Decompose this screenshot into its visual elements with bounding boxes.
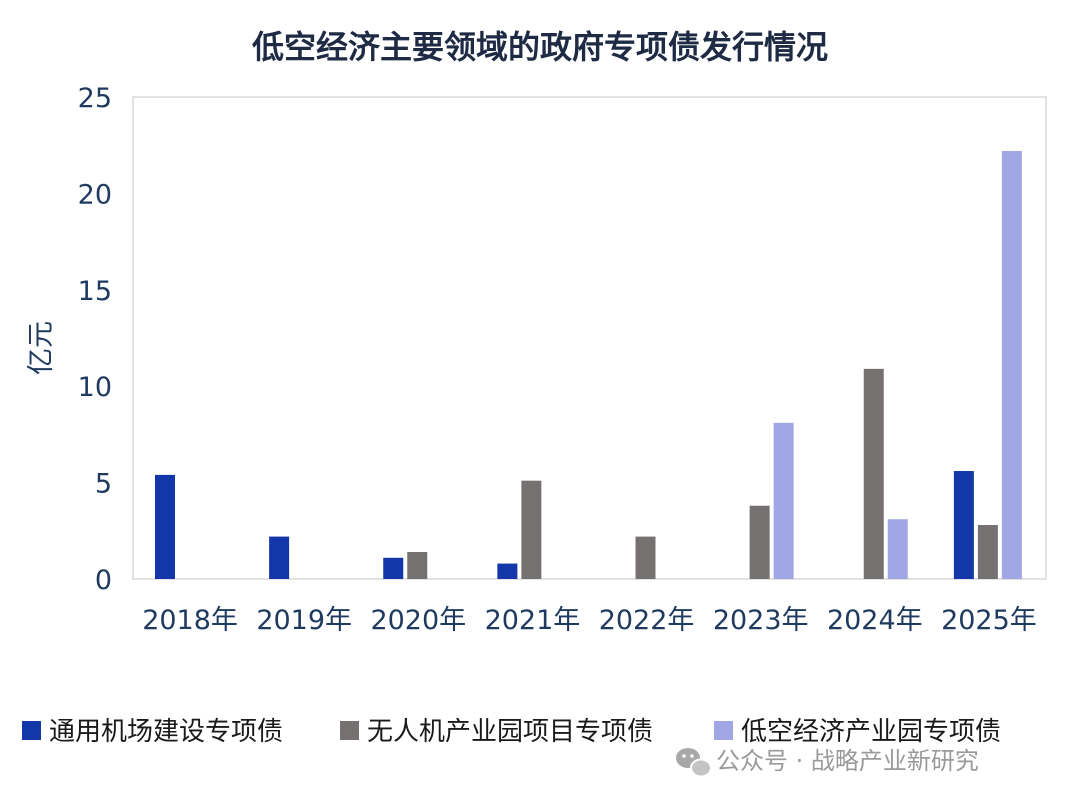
legend-swatch xyxy=(340,721,359,740)
bar xyxy=(1001,150,1022,579)
y-tick-label: 20 xyxy=(78,179,112,210)
y-tick-label: 10 xyxy=(78,372,112,403)
legend-swatch xyxy=(714,721,733,740)
plot-area xyxy=(132,96,1047,580)
y-axis: 0 5 10 15 20 25 xyxy=(78,83,112,596)
legend-label: 通用机场建设专项债 xyxy=(49,717,283,747)
y-tick-label: 15 xyxy=(78,276,112,307)
bar xyxy=(383,557,404,579)
bars xyxy=(155,150,1022,579)
x-tick-label: 2024年 xyxy=(827,605,923,636)
bar xyxy=(953,471,974,579)
x-tick-label: 2022年 xyxy=(599,605,695,636)
bar xyxy=(887,519,908,579)
bar xyxy=(635,536,656,579)
x-tick-label: 2023年 xyxy=(713,605,809,636)
legend-swatch xyxy=(22,721,41,740)
x-tick-label: 2020年 xyxy=(370,605,466,636)
x-tick-label: 2025年 xyxy=(941,605,1037,636)
bar xyxy=(155,474,175,579)
legend-label: 无人机产业园项目专项债 xyxy=(367,717,653,747)
watermark: 公众号 · 战略产业新研究 xyxy=(676,747,979,778)
x-tick-label: 2018年 xyxy=(142,605,238,636)
legend: 通用机场建设专项债 无人机产业园项目专项债 低空经济产业园专项债 xyxy=(22,717,1001,747)
x-tick-label: 2019年 xyxy=(256,605,352,636)
y-tick-label: 0 xyxy=(95,565,112,596)
bar xyxy=(407,552,428,579)
bar xyxy=(773,422,794,579)
y-tick-label: 25 xyxy=(78,83,112,114)
bar xyxy=(269,536,290,579)
legend-label: 低空经济产业园专项债 xyxy=(741,717,1001,747)
x-tick-label: 2021年 xyxy=(485,605,581,636)
chart-title: 低空经济主要领域的政府专项债发行情况 xyxy=(252,28,828,66)
bar xyxy=(497,563,518,579)
bar xyxy=(521,480,542,579)
bar xyxy=(977,525,998,579)
wechat-icon xyxy=(676,748,712,778)
bar xyxy=(749,505,770,579)
x-axis: 2018年 2019年 2020年 2021年 2022年 2023年 2024年 2025年 xyxy=(142,605,1037,636)
watermark-text: 公众号 · 战略产业新研究 xyxy=(716,747,979,775)
y-tick-label: 5 xyxy=(95,469,112,500)
y-axis-label: 亿元 xyxy=(26,321,57,375)
bar xyxy=(863,368,884,579)
